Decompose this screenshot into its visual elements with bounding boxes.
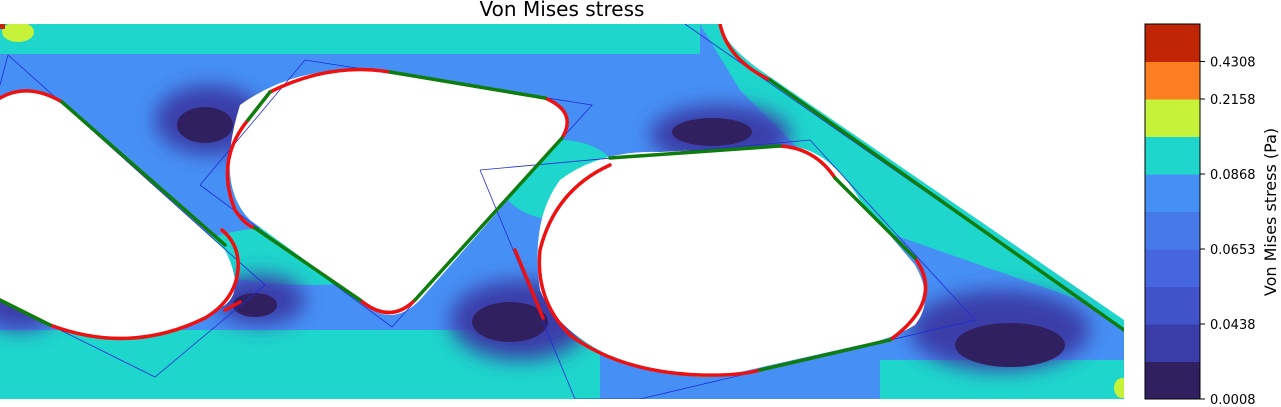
colorbar-band	[1145, 99, 1200, 137]
colorbar-band	[1145, 24, 1200, 62]
colorbar-tick-label: 0.0008	[1210, 393, 1256, 407]
colorbar-tick-label: 0.0438	[1210, 318, 1256, 333]
hole-left	[0, 91, 235, 338]
stress-field	[0, 24, 1124, 399]
straight-segments	[0, 70, 1124, 372]
hole-center-left	[229, 70, 568, 315]
colorbar-tick-label: 0.2158	[1210, 93, 1256, 108]
colorbar-label: Von Mises stress (Pa)	[1261, 128, 1280, 296]
peak-stress-corner	[0, 24, 5, 29]
colorbar-band	[1145, 286, 1200, 325]
holes	[0, 24, 1124, 375]
colorbar-band	[1145, 136, 1200, 175]
colorbar-band	[1145, 211, 1200, 250]
colorbar-ticks: 0.0008 0.0438 0.0653 0.0868 0.2158 0.4308	[1200, 56, 1256, 407]
colorbar: 0.0008 0.0438 0.0653 0.0868 0.2158 0.4308 Von…	[1144, 23, 1280, 407]
colorbar-tick-label: 0.0868	[1210, 168, 1256, 183]
colorbar-band	[1145, 324, 1200, 362]
hole-center-right	[537, 146, 925, 375]
colorbar-band	[1145, 361, 1200, 400]
colorbar-band	[1145, 61, 1200, 100]
min-stress-cores	[177, 107, 1065, 367]
colorbar-band	[1145, 249, 1200, 287]
fillet-curves	[0, 24, 928, 377]
colorbar-frame	[1144, 23, 1201, 400]
colorbar-tick-label: 0.0653	[1210, 243, 1256, 258]
chart-title: Von Mises stress	[480, 0, 645, 21]
colorbar-bands	[1145, 24, 1200, 400]
top-right-void	[720, 24, 1124, 320]
colorbar-tick-label: 0.4308	[1210, 56, 1256, 71]
colorbar-band	[1145, 174, 1200, 212]
